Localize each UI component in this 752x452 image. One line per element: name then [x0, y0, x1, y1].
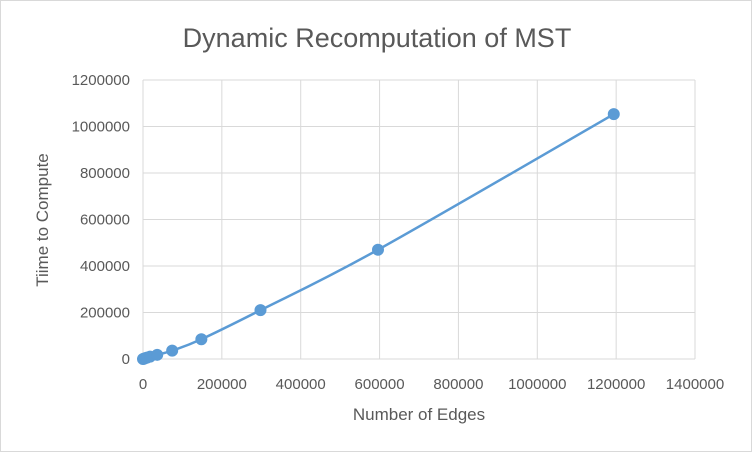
- data-point: [166, 344, 179, 357]
- data-point: [254, 304, 267, 317]
- y-tick-label: 200000: [80, 305, 130, 322]
- x-tick-label: 600000: [355, 376, 405, 393]
- data-point: [195, 333, 208, 346]
- x-tick-label: 400000: [276, 376, 326, 393]
- y-tick-label: 0: [122, 351, 130, 368]
- x-tick-label: 800000: [433, 376, 483, 393]
- series-line: [141, 112, 616, 361]
- y-tick-label: 800000: [80, 165, 130, 182]
- y-tick-label: 1000000: [72, 119, 130, 136]
- x-tick-label: 1400000: [666, 376, 724, 393]
- y-tick-label: 1200000: [72, 72, 130, 89]
- x-tick-labels: 0 200000 400000 600000 800000 1000000 1200000 1…: [139, 376, 724, 393]
- y-axis-title: Tiime to Compute: [33, 153, 52, 287]
- data-point: [371, 243, 384, 256]
- y-tick-labels: 0 200000 400000 600000 800000 1000000 1200000: [72, 72, 130, 368]
- data-point: [151, 348, 164, 361]
- x-tick-label: 0: [139, 376, 147, 393]
- y-tick-label: 600000: [80, 212, 130, 229]
- grid-lines: [142, 79, 696, 360]
- x-tick-label: 1000000: [508, 376, 566, 393]
- x-tick-label: 1200000: [587, 376, 645, 393]
- chart-title: Dynamic Recomputation of MST: [183, 23, 572, 53]
- series: [137, 108, 620, 365]
- x-tick-label: 200000: [197, 376, 247, 393]
- x-axis-title: Number of Edges: [353, 405, 485, 424]
- y-tick-label: 400000: [80, 258, 130, 275]
- data-point: [607, 108, 620, 121]
